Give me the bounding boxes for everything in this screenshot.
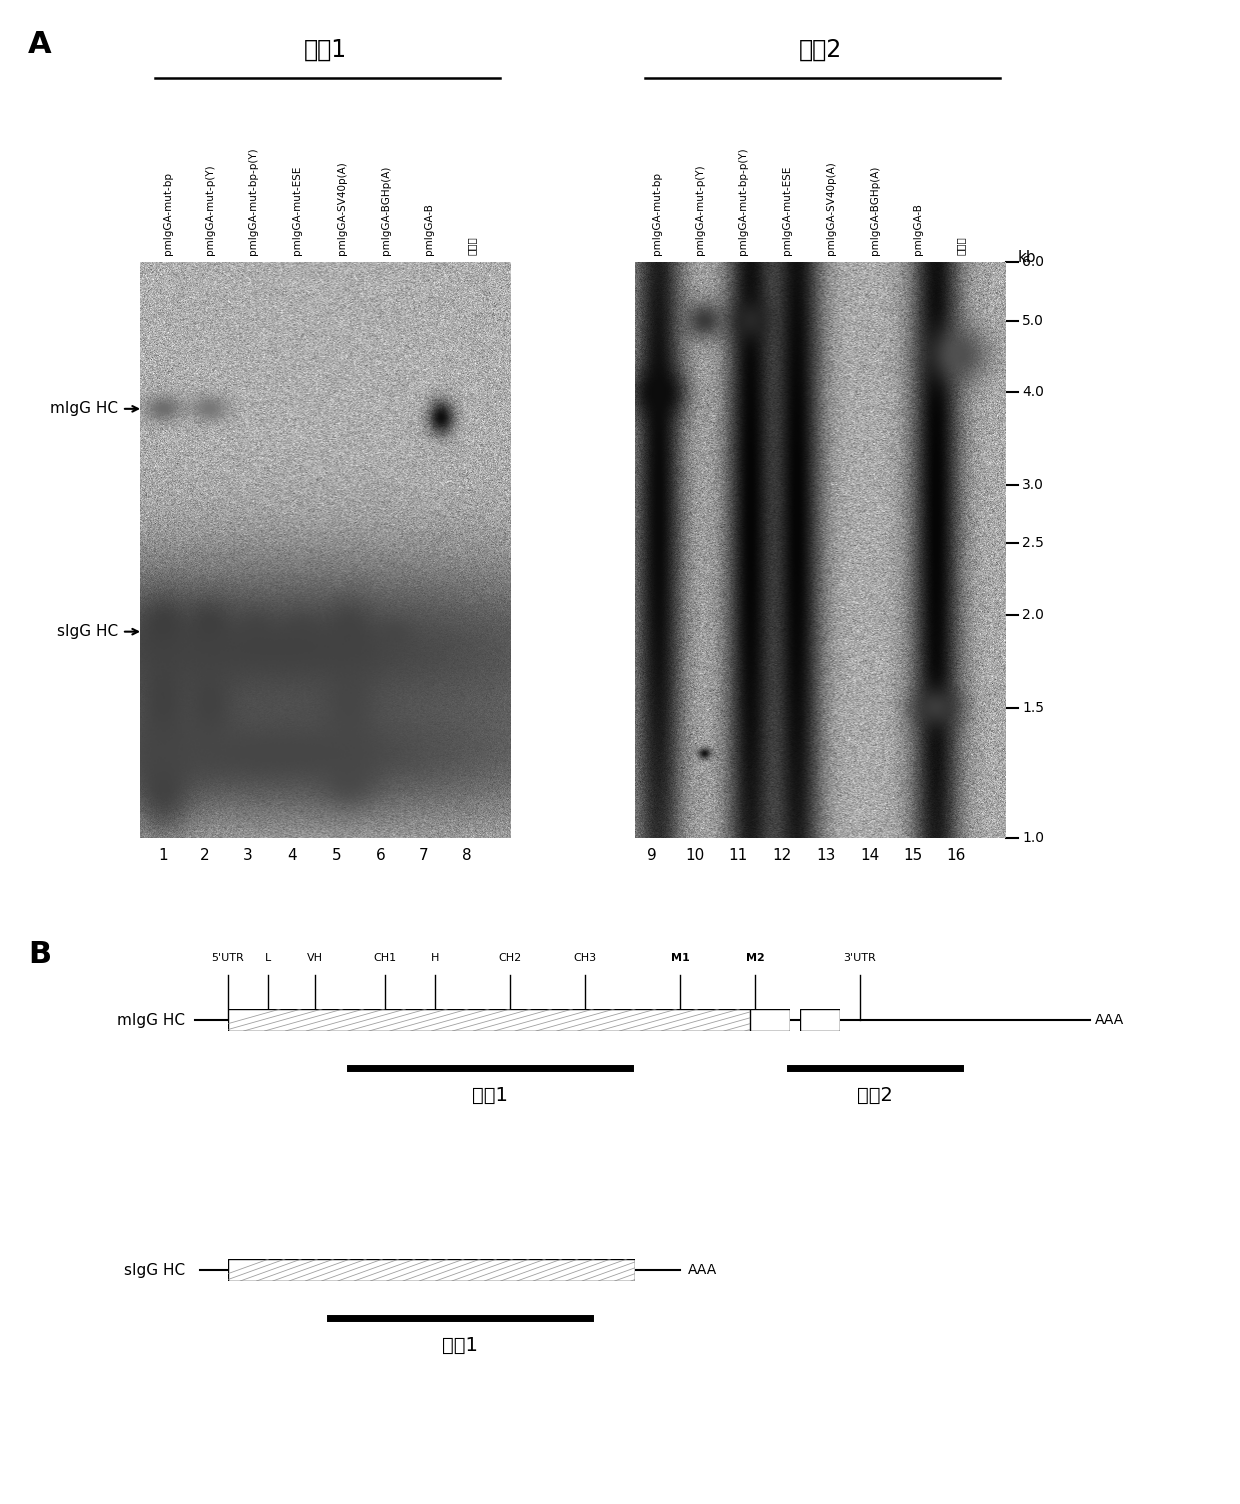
Text: 2.5: 2.5 — [1022, 537, 1044, 550]
Text: 探采1: 探采1 — [472, 1086, 508, 1105]
Text: sIgG HC: sIgG HC — [57, 624, 118, 639]
Text: 14: 14 — [861, 848, 879, 863]
Text: pmIgGA-SV40p(A): pmIgGA-SV40p(A) — [826, 161, 836, 256]
Text: 15: 15 — [904, 848, 923, 863]
Text: 4: 4 — [288, 848, 296, 863]
Text: pmIgGA-mut-p(Y): pmIgGA-mut-p(Y) — [694, 164, 706, 256]
Text: pmIgGA-mut-ESE: pmIgGA-mut-ESE — [291, 165, 303, 256]
Text: 12: 12 — [773, 848, 791, 863]
Text: 10: 10 — [686, 848, 704, 863]
Text: M1: M1 — [671, 954, 689, 963]
Text: AAA: AAA — [688, 1263, 717, 1277]
Text: 5: 5 — [332, 848, 342, 863]
Text: pmIgGA-mut-bp: pmIgGA-mut-bp — [162, 171, 174, 256]
Text: 1.5: 1.5 — [1022, 701, 1044, 714]
Text: 探采1: 探采1 — [304, 38, 346, 62]
Text: B: B — [29, 940, 51, 969]
Text: 4.0: 4.0 — [1022, 385, 1044, 400]
Text: 1.0: 1.0 — [1022, 832, 1044, 845]
Text: 11: 11 — [728, 848, 748, 863]
Text: H: H — [430, 954, 439, 963]
Text: 7: 7 — [419, 848, 429, 863]
Text: pmIgGA-mut-bp-p(Y): pmIgGA-mut-bp-p(Y) — [738, 147, 748, 256]
Text: 1: 1 — [159, 848, 167, 863]
Text: mIgG HC: mIgG HC — [50, 402, 118, 417]
Text: 探采2: 探采2 — [857, 1086, 893, 1105]
Text: 探采1: 探采1 — [443, 1336, 477, 1355]
Text: L: L — [265, 954, 272, 963]
Text: 3'UTR: 3'UTR — [843, 954, 877, 963]
Text: 2: 2 — [200, 848, 210, 863]
Text: A: A — [29, 30, 52, 59]
Text: VH: VH — [308, 954, 322, 963]
Text: pmIgGA-BGHp(A): pmIgGA-BGHp(A) — [870, 165, 880, 256]
Text: 5'UTR: 5'UTR — [212, 954, 244, 963]
Text: sIgG HC: sIgG HC — [124, 1262, 185, 1277]
Text: 16: 16 — [946, 848, 966, 863]
Text: mIgG HC: mIgG HC — [117, 1012, 185, 1027]
Text: pmIgGA-SV40p(A): pmIgGA-SV40p(A) — [337, 161, 347, 256]
Text: pmIgGA-mut-bp-p(Y): pmIgGA-mut-bp-p(Y) — [248, 147, 258, 256]
Text: 3: 3 — [243, 848, 253, 863]
Text: CH3: CH3 — [573, 954, 596, 963]
Text: 6.0: 6.0 — [1022, 256, 1044, 269]
Text: AAA: AAA — [1095, 1014, 1125, 1027]
Text: pmIgGA-mut-ESE: pmIgGA-mut-ESE — [782, 165, 792, 256]
Text: CH1: CH1 — [373, 954, 397, 963]
Text: 6: 6 — [376, 848, 386, 863]
Text: pmIgGA-BGHp(A): pmIgGA-BGHp(A) — [381, 165, 391, 256]
Text: 5.0: 5.0 — [1022, 314, 1044, 328]
Text: pmIgGA-B: pmIgGA-B — [424, 203, 434, 256]
Text: CH2: CH2 — [498, 954, 522, 963]
Text: 3.0: 3.0 — [1022, 478, 1044, 492]
Text: pmIgGA-B: pmIgGA-B — [913, 203, 923, 256]
Text: 13: 13 — [816, 848, 836, 863]
Text: pmIgGA-mut-p(Y): pmIgGA-mut-p(Y) — [205, 164, 215, 256]
Text: 8: 8 — [463, 848, 471, 863]
Text: pmIgGA-mut-bp: pmIgGA-mut-bp — [652, 171, 662, 256]
Text: 9: 9 — [647, 848, 657, 863]
Text: 2.0: 2.0 — [1022, 608, 1044, 623]
Text: M2: M2 — [745, 954, 764, 963]
Text: kb: kb — [1018, 250, 1037, 265]
Text: 探采2: 探采2 — [799, 38, 842, 62]
Text: 未转染: 未转染 — [467, 236, 477, 256]
Text: 未转染: 未转染 — [956, 236, 966, 256]
